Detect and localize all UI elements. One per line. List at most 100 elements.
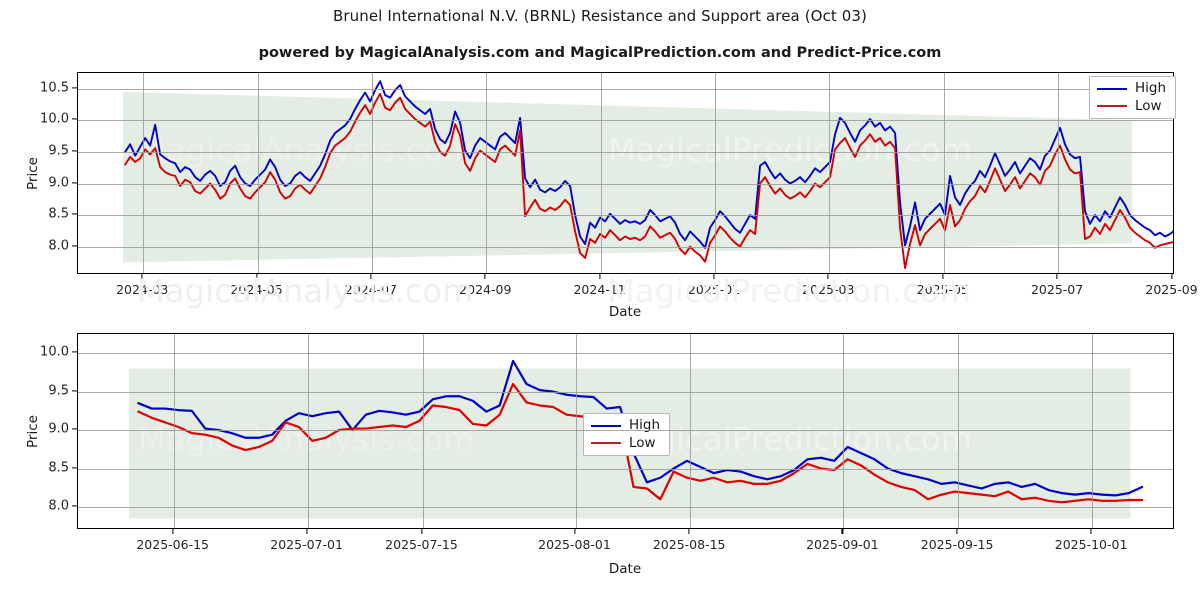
page-subtitle: powered by MagicalAnalysis.com and Magic… [258,45,942,61]
y-axis-tick-label: 9.5 [48,143,69,159]
y-axis-tick-label: 9.0 [48,175,69,190]
top-legend-label-low: Low [1134,97,1162,114]
y-axis-tick-label: 10.5 [40,80,69,96]
x-axis-tick-label: 2025-07 [1030,282,1084,297]
gridline-vertical [1058,73,1060,273]
top-plot-area: MagicalAnalysis.com MagicalPrediction.co… [77,72,1174,274]
y-axis-tick-label: 8.5 [48,460,69,475]
gridline-vertical [307,334,309,528]
bottom-legend-row-low: Low [591,434,660,451]
gridline-horizontal [78,120,1173,122]
x-axis-tick-label: 2025-03 [802,282,855,297]
gridline-vertical [943,73,945,273]
top-series-lines [124,80,1173,270]
gridline-vertical [829,73,831,273]
y-axis-tick-mark [72,505,77,507]
bottom-chart-panel: MagicalAnalysis.com MagicalPrediction.co… [25,333,1174,577]
x-axis-tick-label: 2024-11 [573,282,626,297]
high-line-swatch [591,424,621,427]
top-support-resistance-band [78,73,1173,273]
gridline-horizontal [78,353,1173,355]
x-axis-tick-label: 2024-09 [459,282,512,297]
x-axis-tick-label: 2025-08-01 [538,537,611,552]
low-price-line [137,382,1144,504]
x-axis-tick-mark [484,274,486,279]
bottom-y-axis-label: Price [25,415,41,448]
top-y-axis-label: Price [25,157,41,190]
gridline-horizontal [78,151,1173,153]
gridline-horizontal [78,215,1173,216]
gridline-vertical [715,73,716,273]
y-axis-tick-label: 10.0 [40,111,69,127]
x-axis-tick-label: 2025-01 [687,282,741,297]
x-axis-tick-label: 2025-07-01 [270,537,343,552]
gridline-horizontal [78,430,1173,432]
y-axis-tick-label: 8.0 [48,238,69,254]
x-axis-tick-mark [256,274,258,279]
gridline-horizontal [78,468,1173,470]
gridline-horizontal [78,391,1173,393]
bottom-plot-area: MagicalAnalysis.com MagicalPrediction.co… [77,333,1174,529]
watermark-5: MagicalAnalysis.com [137,272,474,310]
gridline-vertical [690,334,692,528]
gridline-vertical [1092,334,1094,528]
top-legend-row-high: High [1096,80,1166,96]
low-line-swatch [591,442,621,445]
x-axis-tick-label: 2024-07 [344,282,398,297]
gridline-vertical [958,334,960,528]
x-axis-tick-mark [713,274,715,279]
x-axis-tick-mark [306,529,308,534]
x-axis-tick-mark [172,529,174,534]
gridline-vertical [422,334,424,528]
top-legend-row-low: Low [1096,97,1166,114]
y-axis-tick-mark [72,118,77,120]
bottom-series-lines [137,359,1144,504]
high-price-line [124,80,1173,249]
x-axis-tick-mark [956,529,958,534]
x-axis-tick-label: 2024-03 [116,282,169,297]
x-axis-tick-label: 2025-07-15 [385,537,458,552]
high-line-swatch [1096,87,1127,90]
x-axis-tick-label: 2025-10-01 [1054,537,1128,552]
x-axis-tick-mark [841,529,843,534]
x-axis-tick-label: 2025-05 [916,282,969,297]
y-axis-tick-mark [72,87,77,89]
x-axis-tick-mark [1090,529,1092,534]
y-axis-tick-mark [72,428,77,430]
high-price-line [137,359,1144,497]
top-legend-label-high: High [1134,80,1166,96]
x-axis-tick-mark [420,529,423,534]
x-axis-tick-label: 2025-09-15 [920,537,994,552]
gridline-vertical [843,334,845,528]
page-title: Brunel International N.V. (BRNL) Resista… [332,7,868,25]
y-axis-tick-mark [72,351,77,353]
x-axis-tick-label: 2025-08-15 [652,537,726,552]
x-axis-tick-label: 2025-09 [1145,282,1198,297]
bottom-x-axis-label: Date [608,561,642,577]
y-axis-tick-label: 10.0 [40,344,69,360]
x-axis-tick-mark [1170,274,1173,279]
x-axis-tick-mark [1056,274,1058,279]
top-x-axis-label: Date [608,304,642,320]
gridline-vertical [257,73,259,273]
x-axis-tick-mark [370,274,372,279]
top-chart-panel: MagicalAnalysis.com MagicalPrediction.co… [25,72,1198,320]
gridline-vertical [371,73,373,273]
x-axis-tick-label: 2025-06-15 [136,537,210,552]
x-axis-tick-label: 2024-05 [230,282,283,297]
bottom-legend-row-high: High [591,417,661,433]
y-axis-tick-label: 8.5 [48,206,69,222]
x-axis-tick-label: 2025-09-01 [806,537,879,552]
y-axis-tick-label: 8.0 [48,498,69,514]
gridline-horizontal [78,88,1173,90]
bottom-legend: High Low [583,413,671,456]
y-axis-tick-label: 9.0 [48,421,69,437]
gridline-vertical [575,334,577,528]
bottom-legend-label-low: Low [629,434,656,451]
y-axis-tick-mark [72,245,77,247]
y-axis-tick-mark [72,181,77,184]
y-axis-tick-mark [72,150,77,152]
bottom-legend-label-high: High [629,417,661,433]
y-axis-tick-label: 9.5 [48,383,69,399]
